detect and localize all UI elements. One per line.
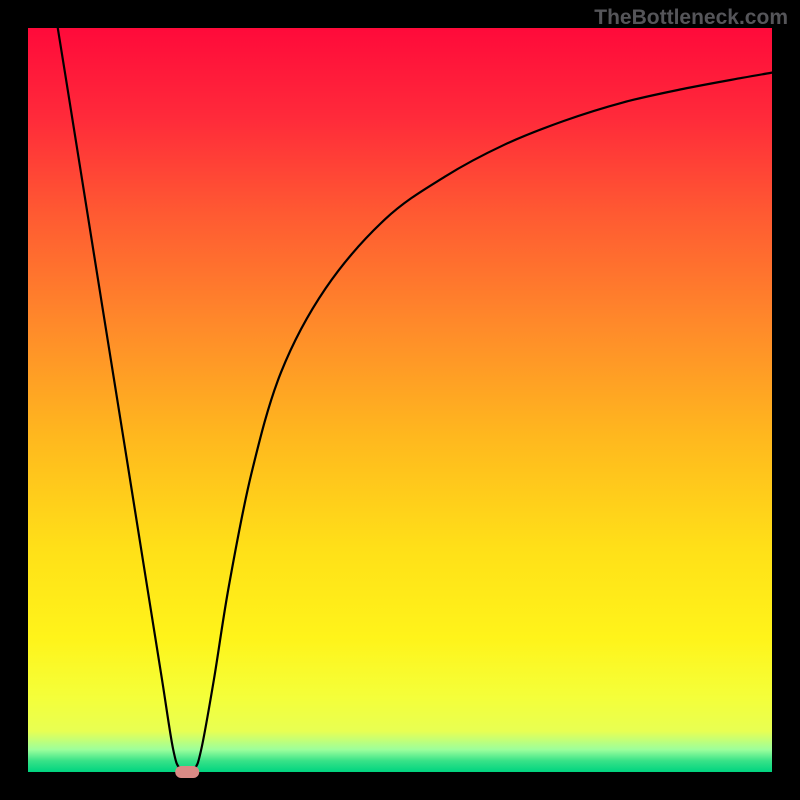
chart-background (28, 28, 772, 772)
optimal-marker (175, 766, 199, 778)
chart-container: { "meta": { "watermark_text": "TheBottle… (0, 0, 800, 800)
bottleneck-chart (0, 0, 800, 800)
watermark-text: TheBottleneck.com (594, 6, 788, 30)
